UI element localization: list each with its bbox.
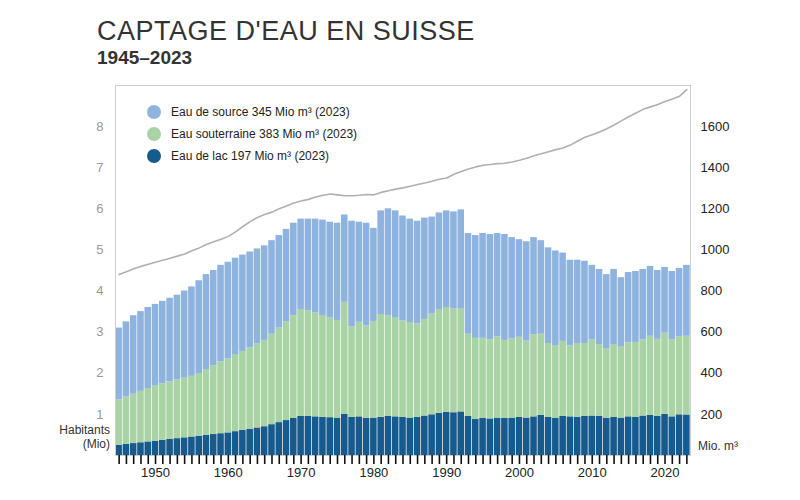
html-text:1945–2023: 1945–2023 [97, 47, 193, 68]
svg-text:2020: 2020 [651, 465, 680, 480]
svg-text:2010: 2010 [578, 465, 607, 480]
svg-text:1600: 1600 [701, 119, 730, 134]
svg-text:2000: 2000 [505, 465, 534, 480]
html-text:Eau souterraine 383 Mio m³ (20: Eau souterraine 383 Mio m³ (2023) [171, 127, 358, 141]
html-text:Habitants (Mio): Habitants (Mio) [59, 423, 110, 451]
svg-text:200: 200 [701, 407, 723, 422]
svg-text:1400: 1400 [701, 160, 730, 175]
html-text:Eau de lac 197 Mio m³ (2023): Eau de lac 197 Mio m³ (2023) [171, 149, 330, 163]
svg-text:8: 8 [96, 119, 103, 134]
svg-text:3: 3 [96, 324, 103, 339]
svg-text:1990: 1990 [432, 465, 461, 480]
svg-text:1950: 1950 [141, 465, 170, 480]
html-text:Eau de source 345 Mio m³ (2023: Eau de source 345 Mio m³ (2023) [171, 105, 350, 119]
svg-text:6: 6 [96, 201, 103, 216]
svg-text:400: 400 [701, 365, 723, 380]
html-text:Mio. m³: Mio. m³ [698, 439, 738, 453]
svg-text:7: 7 [96, 160, 103, 175]
svg-text:1200: 1200 [701, 201, 730, 216]
html-text:CAPTAGE D'EAU EN SUISSE: CAPTAGE D'EAU EN SUISSE [97, 16, 475, 46]
svg-text:2: 2 [96, 365, 103, 380]
svg-text:1960: 1960 [214, 465, 243, 480]
svg-text:800: 800 [701, 283, 723, 298]
svg-text:1980: 1980 [359, 465, 388, 480]
svg-text:1000: 1000 [701, 242, 730, 257]
svg-text:1970: 1970 [287, 465, 316, 480]
svg-text:1: 1 [96, 407, 103, 422]
svg-text:4: 4 [96, 283, 103, 298]
svg-text:600: 600 [701, 324, 723, 339]
svg-text:5: 5 [96, 242, 103, 257]
